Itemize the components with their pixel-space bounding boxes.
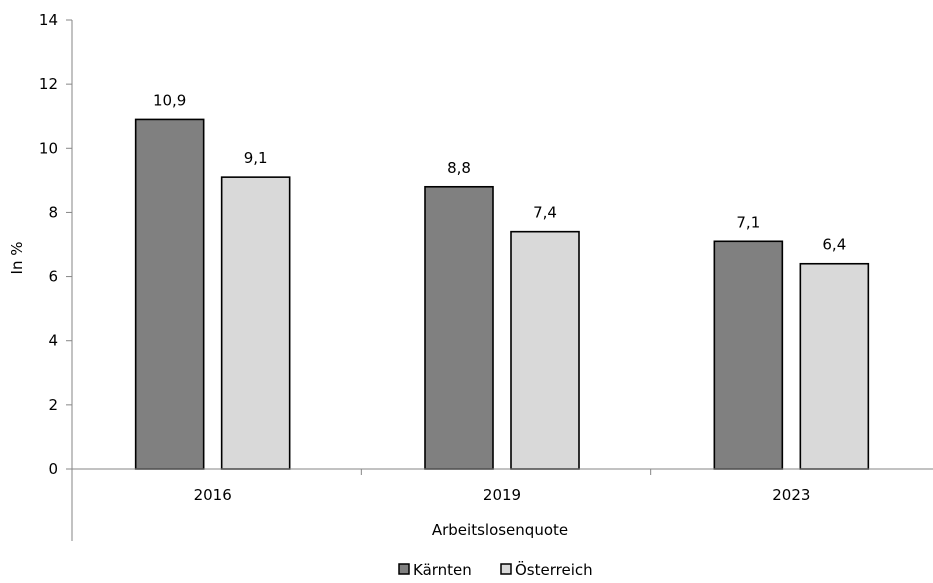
data-labels: 10,9 9,1 8,8 7,4 7,1 6,4 xyxy=(153,91,846,253)
data-label: 8,8 xyxy=(447,159,471,177)
x-tick-label: 2019 xyxy=(483,486,521,504)
legend-swatch-series-0 xyxy=(398,563,410,575)
y-tick-label: 0 xyxy=(48,460,58,478)
y-tick-label: 2 xyxy=(48,396,58,414)
x-tick-label: 2016 xyxy=(194,486,232,504)
y-tick-label: 6 xyxy=(48,268,58,286)
data-label: 7,1 xyxy=(736,213,760,231)
bar-series-0 xyxy=(713,240,784,470)
bar-series-1 xyxy=(510,230,580,470)
data-label: 9,1 xyxy=(244,149,268,167)
legend-label: Kärnten xyxy=(413,561,472,579)
data-label: 10,9 xyxy=(153,91,186,109)
x-axis: 2016 2019 2023 xyxy=(72,468,933,504)
bar-series-1 xyxy=(799,262,870,470)
x-axis-title: Arbeitslosenquote xyxy=(432,521,568,539)
y-axis: 0 2 4 6 8 10 12 14 xyxy=(39,11,73,541)
y-axis-title: In % xyxy=(8,242,26,275)
legend: Kärnten Österreich xyxy=(398,560,593,579)
data-label: 7,4 xyxy=(533,204,557,222)
y-tick-label: 4 xyxy=(48,332,58,350)
y-tick-label: 10 xyxy=(39,139,58,157)
legend-label: Österreich xyxy=(515,560,593,579)
y-tick-label: 12 xyxy=(39,75,58,93)
legend-swatch-series-1 xyxy=(500,563,512,575)
data-label: 6,4 xyxy=(822,236,846,254)
bar-series-0 xyxy=(424,185,494,470)
x-tick-label: 2023 xyxy=(772,486,810,504)
bars xyxy=(134,118,870,470)
y-tick-label: 8 xyxy=(48,203,58,221)
bar-series-1 xyxy=(220,176,291,470)
y-tick-label: 14 xyxy=(39,11,58,29)
bar-series-0 xyxy=(134,118,205,470)
